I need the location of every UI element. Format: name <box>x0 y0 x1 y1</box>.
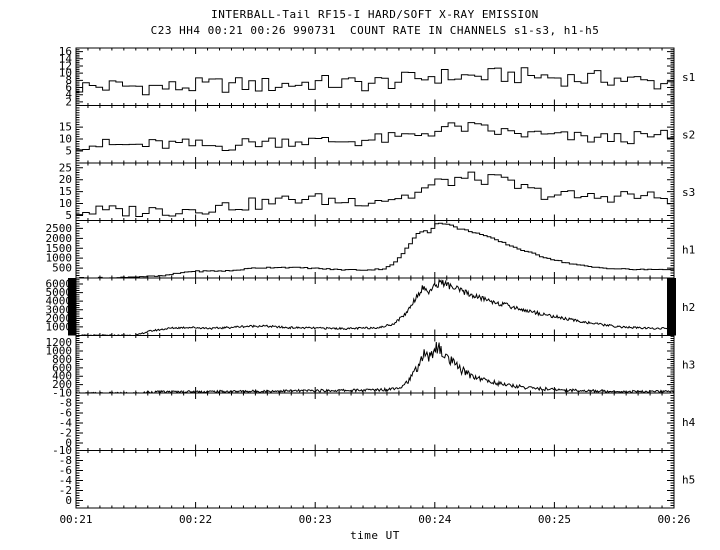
y-tick-label: -6 <box>59 407 72 420</box>
panel-ticks-h4 <box>75 392 675 451</box>
y-tick-label: 5 <box>65 209 72 222</box>
panel-label-h3: h3 <box>682 358 695 371</box>
y-tick-label: 1000 <box>46 320 73 333</box>
x-tick-label: 00:25 <box>538 513 571 526</box>
y-tick-label: 2 <box>65 95 72 108</box>
y-tick-label: 10 <box>59 67 72 80</box>
y-tick-label: 0 <box>65 437 72 450</box>
y-tick-label: -4 <box>59 474 73 487</box>
y-tick-label: 6 <box>65 81 72 94</box>
offscale-bar-left-h2 <box>68 278 76 336</box>
y-tick-label: 400 <box>52 370 72 383</box>
panel-ticks-h3 <box>75 335 675 393</box>
y-tick-label: 0 <box>65 494 72 507</box>
y-tick-label: -10 <box>52 444 72 457</box>
y-tick-label: 15 <box>59 185 72 198</box>
y-tick-label: 20 <box>59 173 72 186</box>
trace-s1 <box>76 67 674 96</box>
x-axis-label: time UT <box>350 529 400 542</box>
y-tick-label: 25 <box>59 161 72 174</box>
y-tick-label: -2 <box>59 427 72 440</box>
y-tick-label: -8 <box>59 397 72 410</box>
trace-s2 <box>76 122 674 152</box>
trace-h2 <box>76 278 674 336</box>
y-tick-label: 12 <box>59 59 72 72</box>
panel-label-s2: s2 <box>682 128 695 141</box>
y-tick-label: 600 <box>52 361 72 374</box>
panel-frame-s3 <box>75 162 675 221</box>
chart-title: INTERBALL-Tail RF15-I HARD/SOFT X-RAY EM… <box>211 8 539 21</box>
panel-frame-s1 <box>75 47 675 106</box>
y-tick-label: 1200 <box>46 336 73 349</box>
chart-subtitle: C23 HH4 00:21 00:26 990731 COUNT RATE IN… <box>150 24 600 37</box>
y-tick-label: 5000 <box>46 286 73 299</box>
y-tick-label: 10 <box>59 197 72 210</box>
y-tick-label: -2 <box>59 484 72 497</box>
y-tick-label: 15 <box>59 121 72 134</box>
x-tick-label: 00:24 <box>418 513 451 526</box>
y-tick-label: 500 <box>52 262 72 275</box>
y-tick-label: 14 <box>59 52 73 65</box>
y-tick-label: 2000 <box>46 312 73 325</box>
panel-label-h2: h2 <box>682 301 695 314</box>
panel-ticks-s2 <box>75 105 675 163</box>
panel-label-s1: s1 <box>682 71 695 84</box>
y-tick-label: 3000 <box>46 303 73 316</box>
y-tick-label: 5 <box>65 145 72 158</box>
trace-h1 <box>76 222 674 278</box>
x-tick-label: 00:22 <box>179 513 212 526</box>
panel-label-s3: s3 <box>682 186 695 199</box>
y-tick-label: 4000 <box>46 295 73 308</box>
y-tick-label: 1000 <box>46 252 73 265</box>
panel-frame-h3 <box>75 335 675 394</box>
trace-s3 <box>76 171 674 217</box>
y-tick-label: 16 <box>59 45 72 58</box>
panel-ticks-h1 <box>75 220 675 278</box>
trace-h3 <box>76 341 674 393</box>
panel-label-h4: h4 <box>682 416 696 429</box>
y-tick-label: 2000 <box>46 232 73 245</box>
y-tick-label: 10 <box>59 133 72 146</box>
y-tick-label: -6 <box>59 464 72 477</box>
panel-frame-h4 <box>75 392 675 451</box>
panel-ticks-s3 <box>75 163 675 221</box>
offscale-bar-right-h2 <box>667 278 676 336</box>
panel-ticks-s1 <box>75 48 675 106</box>
y-tick-label: -8 <box>59 454 72 467</box>
y-tick-label: 200 <box>52 378 72 391</box>
panel-ticks-h5 <box>75 450 675 508</box>
y-tick-label: 800 <box>52 353 72 366</box>
y-tick-label: 4 <box>65 88 72 101</box>
y-tick-label: 2500 <box>46 222 73 235</box>
panel-label-h1: h1 <box>682 243 695 256</box>
x-tick-label: 00:21 <box>59 513 92 526</box>
panel-frame-h5 <box>75 450 675 509</box>
panel-frame-h2 <box>75 277 675 336</box>
y-tick-label: 6000 <box>46 278 73 291</box>
y-tick-label: -4 <box>59 417 73 430</box>
panel-label-h5: h5 <box>682 473 695 486</box>
y-tick-label: 1000 <box>46 345 73 358</box>
panel-ticks-h2 <box>75 278 675 336</box>
y-tick-label: 1500 <box>46 242 73 255</box>
x-tick-label: 00:23 <box>299 513 332 526</box>
y-tick-label: 8 <box>65 74 72 87</box>
x-tick-label: 00:26 <box>657 513 690 526</box>
y-tick-label: -10 <box>52 387 72 400</box>
